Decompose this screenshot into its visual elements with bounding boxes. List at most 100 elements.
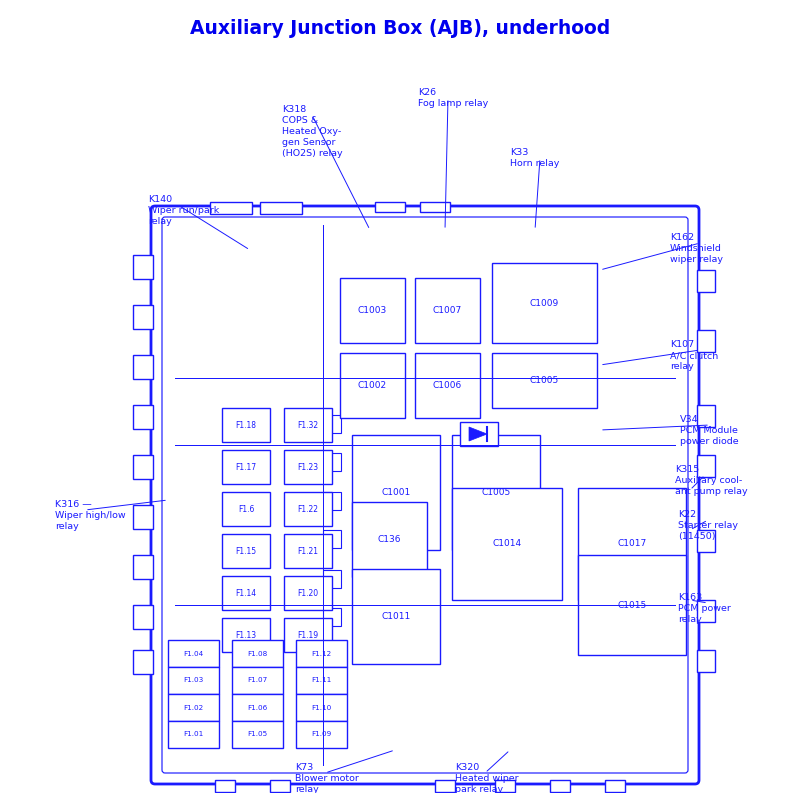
- Text: F1.21: F1.21: [298, 546, 318, 556]
- Text: F1.6: F1.6: [238, 504, 254, 514]
- Bar: [697, 650, 715, 672]
- Bar: [550, 780, 570, 792]
- Bar: [492, 353, 597, 408]
- Text: C1009: C1009: [530, 298, 559, 308]
- Bar: [452, 488, 562, 600]
- Bar: [222, 534, 270, 568]
- Bar: [495, 780, 515, 792]
- Bar: [133, 355, 153, 379]
- Bar: [133, 305, 153, 329]
- Bar: [232, 640, 283, 667]
- Text: F1.19: F1.19: [298, 630, 318, 639]
- Text: F1.11: F1.11: [311, 677, 332, 684]
- Text: F1.18: F1.18: [235, 420, 257, 430]
- Text: F1.09: F1.09: [311, 731, 332, 737]
- Bar: [697, 600, 715, 622]
- Bar: [697, 270, 715, 292]
- Text: K26
Fog lamp relay: K26 Fog lamp relay: [418, 88, 488, 108]
- Bar: [460, 422, 498, 446]
- Bar: [284, 618, 332, 652]
- Bar: [215, 780, 235, 792]
- Bar: [232, 694, 283, 721]
- Bar: [232, 667, 283, 694]
- Text: K140
Wiper run/park
relay: K140 Wiper run/park relay: [148, 195, 219, 226]
- Bar: [133, 255, 153, 279]
- Text: K33
Horn relay: K33 Horn relay: [510, 148, 559, 168]
- Bar: [340, 353, 405, 418]
- Text: C136: C136: [378, 535, 402, 544]
- Text: C1014: C1014: [493, 539, 522, 549]
- Text: F1.03: F1.03: [183, 677, 204, 684]
- Text: F1.14: F1.14: [235, 588, 257, 597]
- Text: K73
Blower motor
relay: K73 Blower motor relay: [295, 763, 359, 793]
- Text: V34
PCM Module
power diode: V34 PCM Module power diode: [680, 415, 738, 446]
- Bar: [352, 569, 440, 664]
- Bar: [296, 721, 347, 748]
- Bar: [697, 455, 715, 477]
- Text: F1.17: F1.17: [235, 462, 257, 472]
- Text: F1.06: F1.06: [247, 704, 268, 711]
- Text: K318
COPS &
Heated Oxy-
gen Sensor
(HO2S) relay: K318 COPS & Heated Oxy- gen Sensor (HO2S…: [282, 105, 342, 159]
- Bar: [168, 667, 219, 694]
- Text: Auxiliary Junction Box (AJB), underhood: Auxiliary Junction Box (AJB), underhood: [190, 18, 610, 37]
- Text: K320
Heated wiper
park relay: K320 Heated wiper park relay: [455, 763, 518, 793]
- Bar: [222, 450, 270, 484]
- Polygon shape: [469, 427, 487, 441]
- Bar: [323, 453, 341, 471]
- Bar: [415, 353, 480, 418]
- Bar: [222, 576, 270, 610]
- Bar: [452, 435, 540, 550]
- Bar: [323, 608, 341, 626]
- Text: C1005: C1005: [482, 488, 510, 497]
- Bar: [284, 534, 332, 568]
- Bar: [352, 502, 427, 577]
- Bar: [375, 202, 405, 212]
- FancyBboxPatch shape: [151, 206, 699, 784]
- Text: K107
A/C clutch
relay: K107 A/C clutch relay: [670, 340, 718, 371]
- Text: K22
Starter relay
(11450): K22 Starter relay (11450): [678, 510, 738, 541]
- Text: K162
Windshield
wiper relay: K162 Windshield wiper relay: [670, 233, 723, 264]
- Text: F1.20: F1.20: [298, 588, 318, 597]
- Text: F1.10: F1.10: [311, 704, 332, 711]
- Bar: [168, 721, 219, 748]
- Bar: [323, 530, 341, 548]
- Bar: [222, 618, 270, 652]
- Text: F1.01: F1.01: [183, 731, 204, 737]
- Bar: [133, 555, 153, 579]
- Bar: [284, 576, 332, 610]
- Bar: [323, 492, 341, 510]
- Bar: [697, 330, 715, 352]
- Text: F1.04: F1.04: [183, 650, 204, 657]
- Text: F1.32: F1.32: [298, 420, 318, 430]
- Bar: [270, 780, 290, 792]
- Bar: [210, 202, 252, 214]
- Bar: [420, 202, 450, 212]
- Bar: [133, 455, 153, 479]
- Bar: [296, 640, 347, 667]
- Bar: [284, 492, 332, 526]
- Text: F1.15: F1.15: [235, 546, 257, 556]
- Text: F1.07: F1.07: [247, 677, 268, 684]
- Bar: [232, 721, 283, 748]
- Bar: [492, 263, 597, 343]
- Bar: [260, 202, 302, 214]
- Bar: [340, 278, 405, 343]
- Text: C1007: C1007: [433, 306, 462, 315]
- Text: F1.12: F1.12: [311, 650, 332, 657]
- Bar: [222, 408, 270, 442]
- Bar: [435, 780, 455, 792]
- Text: F1.13: F1.13: [235, 630, 257, 639]
- Bar: [296, 667, 347, 694]
- Text: C1001: C1001: [382, 488, 410, 497]
- Bar: [284, 450, 332, 484]
- Bar: [352, 435, 440, 550]
- Bar: [222, 492, 270, 526]
- Bar: [323, 570, 341, 588]
- Bar: [284, 408, 332, 442]
- Bar: [133, 405, 153, 429]
- Text: C1003: C1003: [358, 306, 387, 315]
- Text: C1011: C1011: [382, 612, 410, 621]
- Bar: [133, 505, 153, 529]
- Text: F1.22: F1.22: [298, 504, 318, 514]
- Bar: [323, 415, 341, 433]
